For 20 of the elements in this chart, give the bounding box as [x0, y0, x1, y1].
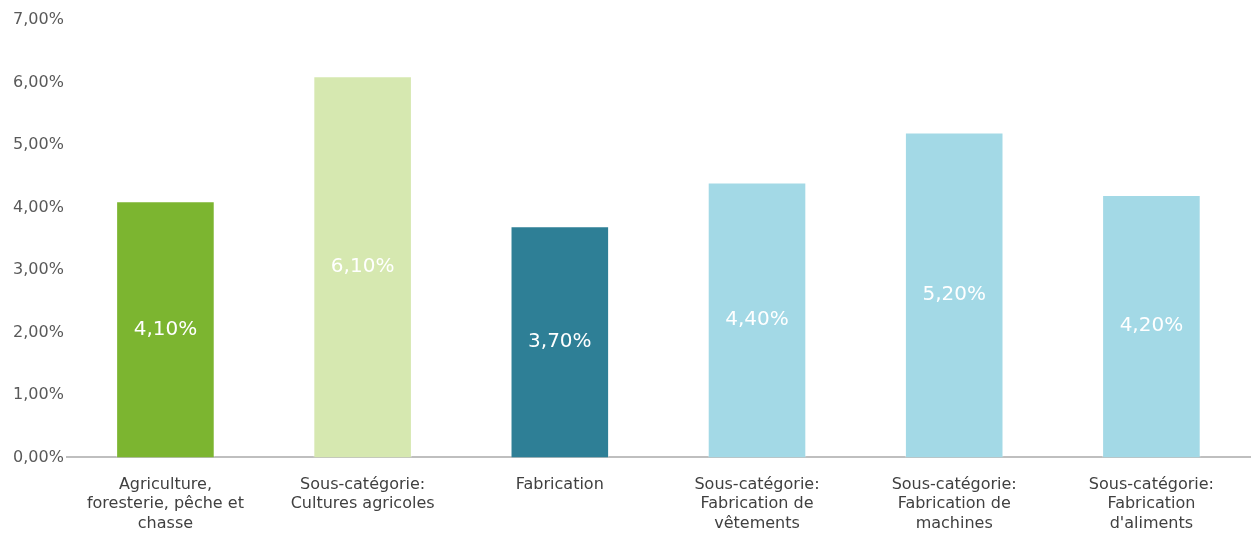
- x-tick-label: Sous-catégorie: Fabrication d'aliments: [1088, 474, 1214, 532]
- data-label: 4,10%: [133, 315, 198, 340]
- data-label: 6,10%: [330, 253, 395, 278]
- x-tick-label: Agriculture, foresterie, pêche et chasse: [86, 474, 244, 532]
- y-tick-label: 3,00%: [13, 259, 64, 279]
- y-tick-label: 2,00%: [13, 321, 64, 341]
- data-label: 4,20%: [1119, 312, 1184, 337]
- y-tick-label: 7,00%: [13, 9, 64, 29]
- x-tick-label: Sous-catégorie: Fabrication de vêtements: [694, 474, 820, 532]
- x-tick-label: Sous-catégorie: Cultures agricoles: [290, 474, 435, 513]
- y-tick-label: 4,00%: [13, 196, 64, 216]
- y-tick-label: 6,00%: [13, 71, 64, 91]
- x-tick-label: Sous-catégorie: Fabrication de machines: [891, 474, 1017, 532]
- data-label: 4,40%: [725, 306, 789, 331]
- data-label: 5,20%: [922, 281, 986, 306]
- data-label: 3,70%: [528, 328, 592, 352]
- x-tick-label: Fabrication: [515, 474, 604, 494]
- y-tick-label: 1,00%: [13, 384, 64, 404]
- y-tick-label: 0,00%: [13, 446, 64, 466]
- y-tick-label: 5,00%: [13, 134, 64, 154]
